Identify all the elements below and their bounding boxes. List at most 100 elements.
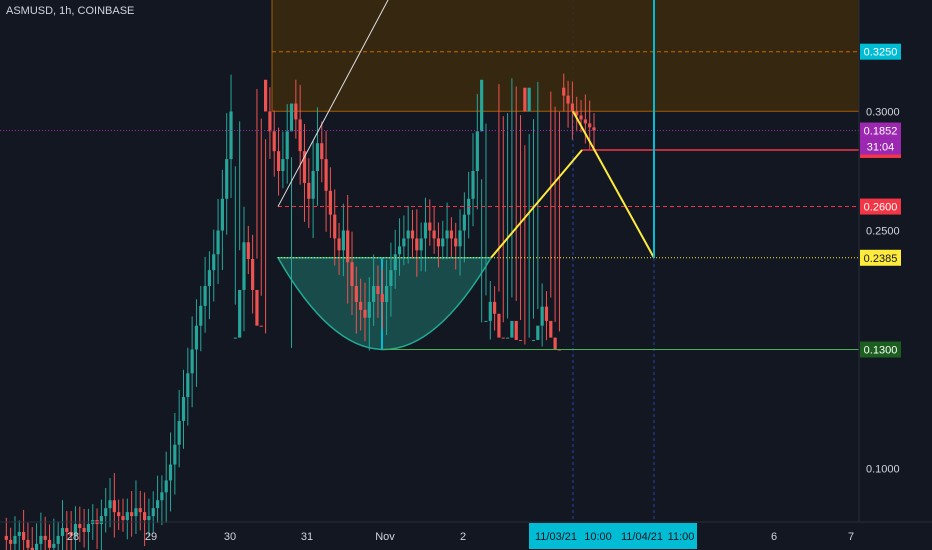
candles	[4, 73, 596, 550]
date-label: 11/03/21	[535, 531, 577, 543]
price-badge-label: 0.1852	[864, 126, 898, 138]
candle-body	[514, 320, 518, 340]
price-badge-label: 0.1300	[864, 344, 898, 356]
candle-body	[458, 230, 462, 247]
price-badge	[860, 198, 901, 215]
countdown-badge	[860, 138, 901, 155]
candle-body	[493, 301, 497, 314]
candle-body	[125, 512, 129, 521]
candle-body	[99, 516, 103, 525]
candle-body	[47, 539, 52, 548]
candle-body	[26, 539, 30, 548]
candle-body	[242, 242, 246, 290]
candle-body	[397, 246, 402, 255]
candle-body	[415, 238, 419, 251]
candle-body	[363, 309, 367, 318]
candle-body	[82, 528, 86, 532]
candle-body	[553, 337, 557, 350]
candle-body	[510, 320, 514, 338]
candle-body	[130, 512, 134, 517]
candle-body	[164, 480, 168, 493]
candle-body	[246, 242, 250, 259]
candle-body	[52, 543, 56, 548]
candle-body	[588, 123, 592, 128]
candle-body	[570, 103, 574, 112]
candle-body	[9, 539, 13, 544]
symbol-title: ASMUSD, 1h, COINBASE	[6, 5, 135, 17]
candle-body	[255, 289, 259, 326]
candle-body	[384, 286, 389, 302]
candle-body	[160, 492, 164, 501]
candle-body	[428, 222, 432, 231]
candle-body	[117, 512, 121, 517]
candle-body	[86, 524, 91, 532]
candle-body	[359, 301, 363, 310]
candle-body	[557, 349, 562, 351]
candle-body	[367, 301, 371, 318]
candle-body	[177, 420, 181, 445]
candle-body	[229, 111, 233, 160]
candle-body	[281, 159, 285, 171]
candle-body	[298, 119, 302, 152]
candle-body	[56, 535, 60, 544]
x-tick-label: 31	[301, 531, 313, 543]
candle-body	[194, 325, 199, 350]
candle-body	[216, 230, 220, 255]
candle-body	[497, 313, 501, 338]
candle-body	[311, 170, 315, 199]
candle-body	[454, 238, 458, 247]
candle-body	[78, 524, 82, 529]
candle-body	[22, 531, 26, 540]
candle-body	[151, 508, 155, 517]
candle-body	[199, 305, 203, 326]
y-tick-label: 0.2500	[866, 225, 900, 237]
candle-body	[350, 262, 354, 287]
candle-body	[337, 238, 341, 251]
time-axis[interactable]: 28 29 30 31 Nov 2 6 7 11/03/21 10:00 11/04/21 11:0…	[0, 521, 932, 549]
candle-body	[190, 349, 194, 374]
price-badge	[860, 122, 901, 139]
candle-body	[155, 500, 160, 509]
candle-body	[579, 115, 583, 120]
candle-body	[328, 190, 333, 215]
price-badge-label: 0.2385	[864, 253, 898, 265]
x-tick-label: 28	[67, 531, 79, 543]
candle-body	[354, 286, 358, 302]
candle-body	[462, 214, 466, 231]
candle-body	[108, 500, 112, 509]
candle-body	[285, 131, 289, 160]
candle-body	[276, 151, 281, 171]
x-tick-label: 7	[848, 531, 854, 543]
candle-body	[30, 547, 34, 550]
candle-body	[471, 170, 475, 199]
candle-body	[436, 238, 441, 247]
handle-trendline	[490, 149, 583, 259]
candle-body	[402, 238, 406, 247]
candle-body	[138, 508, 142, 513]
candle-body	[60, 528, 65, 536]
candle-body	[544, 306, 549, 321]
candle-body	[220, 198, 224, 231]
rally-trendline	[277, 0, 389, 207]
candle-body	[518, 339, 523, 341]
candle-body	[121, 516, 125, 521]
x-tick-label: 30	[224, 531, 236, 543]
candle-body	[39, 535, 43, 544]
date-label: 11:00	[668, 531, 695, 543]
resistance-zone	[271, 0, 860, 112]
candle-body	[73, 524, 78, 536]
candle-body	[147, 516, 151, 521]
candle-body	[484, 320, 488, 322]
candle-body	[34, 543, 39, 550]
candle-body	[17, 531, 21, 536]
date-range-badge	[529, 523, 697, 549]
candle-body	[173, 444, 177, 465]
candle-body	[501, 337, 505, 339]
candle-body	[505, 337, 510, 339]
candle-body	[410, 230, 415, 239]
candle-body	[406, 230, 410, 239]
price-axis[interactable]: 0.10000.13000.20000.25000.30000.35000.40…	[858, 0, 901, 522]
candle-body	[134, 508, 138, 517]
candle-body	[549, 320, 553, 338]
